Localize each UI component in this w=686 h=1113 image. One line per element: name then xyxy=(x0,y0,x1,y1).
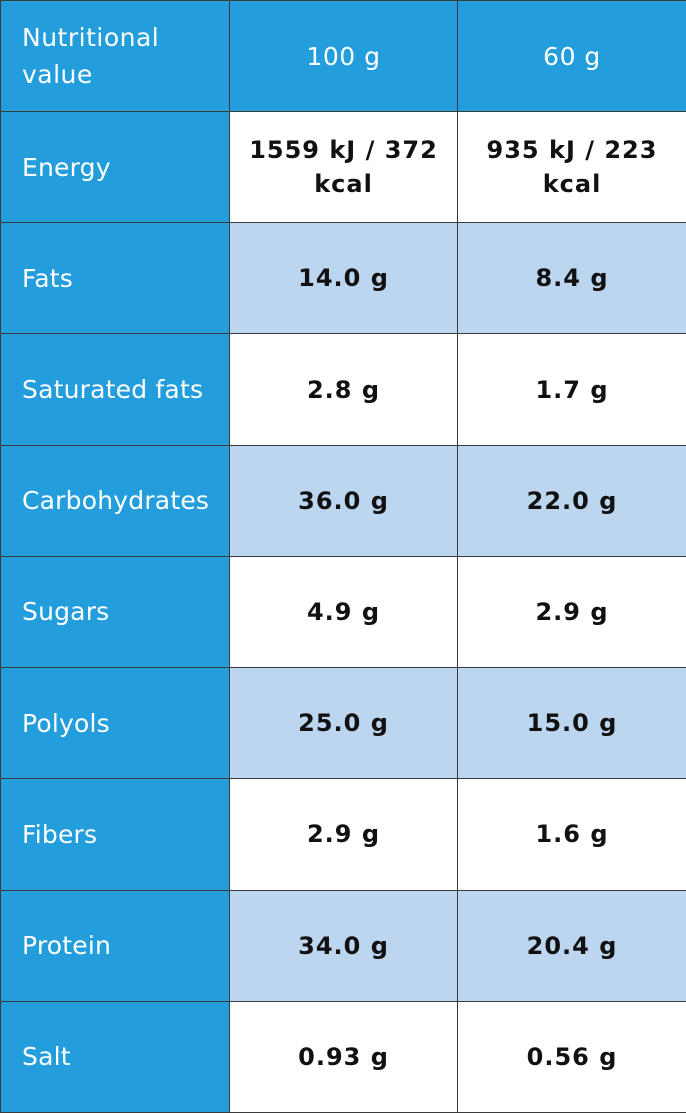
header-nutritional-value: Nutritional value xyxy=(0,0,230,112)
value-per-60g: 1.6 g xyxy=(457,778,686,891)
value-per-60g: 0.56 g xyxy=(457,1000,686,1113)
header-per-60g: 60 g xyxy=(457,0,686,112)
value-per-100g: 14.0 g xyxy=(229,222,458,335)
table-row: Energy 1559 kJ / 372 kcal 935 kJ / 223 k… xyxy=(0,110,686,224)
row-label: Saturated fats xyxy=(0,333,230,446)
table-row: Saturated fats 2.8 g 1.7 g xyxy=(0,333,686,446)
value-per-60g: 1.7 g xyxy=(457,333,686,446)
table-row: Polyols 25.0 g 15.0 g xyxy=(0,667,686,780)
row-label: Fibers xyxy=(0,778,230,891)
value-per-60g: 15.0 g xyxy=(457,667,686,780)
row-label: Energy xyxy=(0,110,230,224)
value-per-100g: 2.8 g xyxy=(229,333,458,446)
table-row: Salt 0.93 g 0.56 g xyxy=(0,1000,686,1113)
header-per-100g: 100 g xyxy=(229,0,458,112)
table-row: Protein 34.0 g 20.4 g xyxy=(0,889,686,1002)
table-row: Fats 14.0 g 8.4 g xyxy=(0,222,686,335)
value-per-100g: 1559 kJ / 372 kcal xyxy=(229,110,458,224)
value-per-100g: 4.9 g xyxy=(229,555,458,669)
value-per-60g: 20.4 g xyxy=(457,889,686,1002)
value-per-60g: 22.0 g xyxy=(457,444,686,557)
value-per-60g: 2.9 g xyxy=(457,555,686,669)
row-label: Polyols xyxy=(0,667,230,780)
table-row: Fibers 2.9 g 1.6 g xyxy=(0,778,686,891)
row-label: Sugars xyxy=(0,555,230,669)
table-row: Carbohydrates 36.0 g 22.0 g xyxy=(0,444,686,557)
value-per-100g: 25.0 g xyxy=(229,667,458,780)
table-row: Sugars 4.9 g 2.9 g xyxy=(0,555,686,669)
row-label: Carbohydrates xyxy=(0,444,230,557)
row-label: Fats xyxy=(0,222,230,335)
row-label: Salt xyxy=(0,1000,230,1113)
table-header-row: Nutritional value 100 g 60 g xyxy=(0,0,686,112)
value-per-100g: 34.0 g xyxy=(229,889,458,1002)
row-label: Protein xyxy=(0,889,230,1002)
value-per-100g: 0.93 g xyxy=(229,1000,458,1113)
value-per-60g: 935 kJ / 223 kcal xyxy=(457,110,686,224)
value-per-60g: 8.4 g xyxy=(457,222,686,335)
value-per-100g: 36.0 g xyxy=(229,444,458,557)
value-per-100g: 2.9 g xyxy=(229,778,458,891)
